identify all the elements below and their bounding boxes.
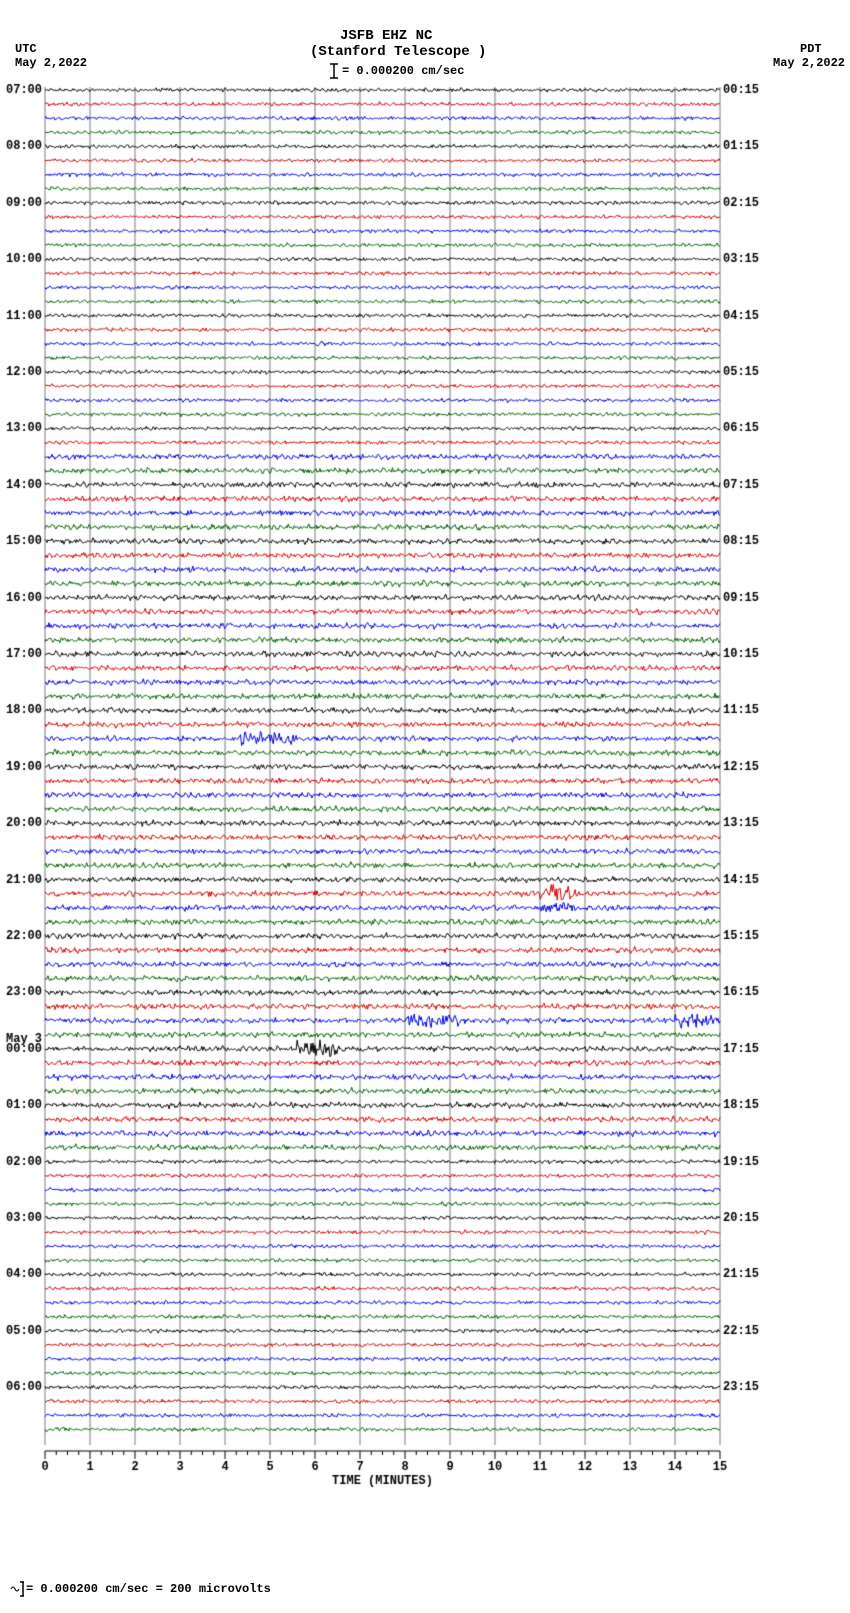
seismogram-page: UTC May 2,2022 PDT May 2,2022 JSFB EHZ N… — [0, 0, 850, 1613]
seismogram-canvas — [0, 0, 850, 1613]
footer-scale-icon — [10, 1580, 24, 1598]
footer-text: = 0.000200 cm/sec = 200 microvolts — [26, 1582, 271, 1596]
